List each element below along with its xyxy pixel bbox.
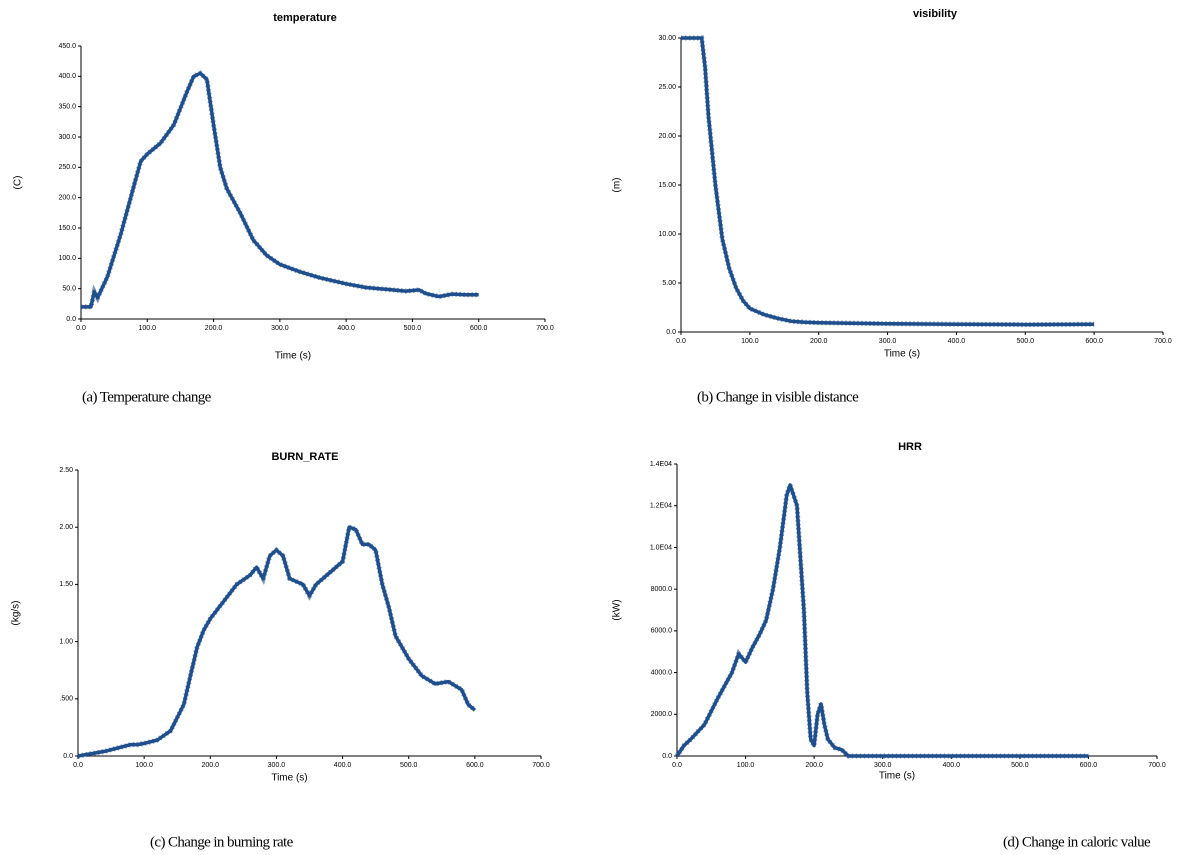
caption: (d) Change in caloric value xyxy=(1003,834,1151,850)
y-tick-label: 10.00 xyxy=(658,231,676,238)
x-tick-label: 300.0 xyxy=(874,762,892,769)
data-line-markers xyxy=(681,35,1095,328)
y-tick-label: 350.0 xyxy=(58,104,76,111)
y-axis-label: (m) xyxy=(612,178,623,193)
y-tick-label: 1.4E04 xyxy=(650,461,672,468)
x-tick-label: 300.0 xyxy=(879,338,897,345)
y-tick-label: 2.50 xyxy=(59,467,73,474)
x-tick-label: 400.0 xyxy=(334,762,352,769)
y-tick-label: 300.0 xyxy=(58,134,76,141)
x-tick-label: 200.0 xyxy=(205,325,223,332)
x-tick-label: 500.0 xyxy=(400,762,418,769)
x-tick-label: 400.0 xyxy=(337,325,355,332)
x-tick-label: 700.0 xyxy=(1154,338,1172,345)
y-tick-label: 30.00 xyxy=(658,35,676,42)
y-tick-label: 20.00 xyxy=(658,133,676,140)
x-tick-label: 700.0 xyxy=(536,325,554,332)
y-tick-label: 50.0 xyxy=(62,286,76,293)
y-tick-label: 2.00 xyxy=(59,524,73,531)
x-tick-label: 700.0 xyxy=(1148,762,1166,769)
x-tick-label: 600.0 xyxy=(1080,762,1098,769)
x-tick-label: 500.0 xyxy=(404,325,422,332)
y-tick-label: 100.0 xyxy=(58,255,76,262)
data-line-markers xyxy=(674,476,1089,759)
x-tick-label: 700.0 xyxy=(532,762,550,769)
chart-title: visibility xyxy=(913,8,958,20)
y-tick-label: 0.0 xyxy=(662,753,672,760)
data-line xyxy=(77,525,477,758)
y-tick-label: 0.0 xyxy=(66,316,76,323)
y-tick-label: 400.0 xyxy=(58,73,76,80)
x-tick-label: 300.0 xyxy=(271,325,289,332)
x-axis-label: Time (s) xyxy=(275,351,311,362)
y-tick-label: 1.0E04 xyxy=(650,544,672,551)
chart-title: BURN_RATE xyxy=(271,451,338,463)
x-tick-label: 100.0 xyxy=(135,762,153,769)
x-tick-label: 400.0 xyxy=(948,338,966,345)
x-tick-label: 100.0 xyxy=(139,325,157,332)
chart-title: HRR xyxy=(898,441,922,453)
x-tick-label: 0.0 xyxy=(73,762,83,769)
caption: (a) Temperature change xyxy=(82,389,212,405)
y-tick-label: .500 xyxy=(59,696,73,703)
x-tick-label: 600.0 xyxy=(1085,338,1103,345)
y-tick-label: 150.0 xyxy=(58,225,76,232)
y-tick-label: 0.0 xyxy=(63,753,73,760)
x-tick-label: 0.0 xyxy=(672,762,682,769)
x-tick-label: 100.0 xyxy=(737,762,755,769)
x-tick-label: 100.0 xyxy=(741,338,759,345)
data-line xyxy=(681,36,1095,327)
y-axis-label: (kg/s) xyxy=(11,601,22,626)
data-line xyxy=(675,483,1089,758)
y-tick-label: 4000.0 xyxy=(651,669,673,676)
x-tick-label: 400.0 xyxy=(943,762,961,769)
y-tick-label: 1.2E04 xyxy=(650,503,672,510)
y-tick-label: 250.0 xyxy=(58,164,76,171)
y-tick-label: 200.0 xyxy=(58,195,76,202)
chart-title: temperature xyxy=(273,12,337,24)
x-axis-label: Time (s) xyxy=(879,771,915,782)
y-tick-label: 1.00 xyxy=(59,638,73,645)
y-tick-label: 2000.0 xyxy=(651,711,673,718)
y-tick-label: 5.00 xyxy=(662,280,676,287)
caption: (c) Change in burning rate xyxy=(150,834,294,850)
x-tick-label: 0.0 xyxy=(676,338,686,345)
x-tick-label: 0.0 xyxy=(76,325,86,332)
y-axis-label: (C) xyxy=(13,176,24,190)
x-tick-label: 600.0 xyxy=(466,762,484,769)
data-line-markers xyxy=(81,70,479,310)
x-tick-label: 500.0 xyxy=(1017,338,1035,345)
data-line-markers xyxy=(77,523,477,759)
x-axis-label: Time (s) xyxy=(884,349,920,360)
y-tick-label: 1.50 xyxy=(59,581,73,588)
x-axis-label: Time (s) xyxy=(271,773,307,784)
x-tick-label: 200.0 xyxy=(202,762,220,769)
y-tick-label: 0.0 xyxy=(666,329,676,336)
y-tick-label: 15.00 xyxy=(658,182,676,189)
x-tick-label: 200.0 xyxy=(805,762,823,769)
x-tick-label: 300.0 xyxy=(268,762,286,769)
y-axis-label: (kW) xyxy=(612,599,623,620)
y-tick-label: 6000.0 xyxy=(651,628,673,635)
x-tick-label: 500.0 xyxy=(1011,762,1029,769)
data-line xyxy=(81,71,479,309)
x-tick-label: 200.0 xyxy=(810,338,828,345)
caption: (b) Change in visible distance xyxy=(697,389,859,405)
y-tick-label: 8000.0 xyxy=(651,586,673,593)
y-tick-label: 25.00 xyxy=(658,84,676,91)
y-tick-label: 450.0 xyxy=(58,43,76,50)
x-tick-label: 600.0 xyxy=(470,325,488,332)
